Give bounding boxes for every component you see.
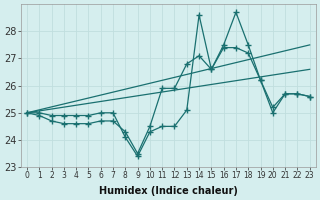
- X-axis label: Humidex (Indice chaleur): Humidex (Indice chaleur): [99, 186, 238, 196]
